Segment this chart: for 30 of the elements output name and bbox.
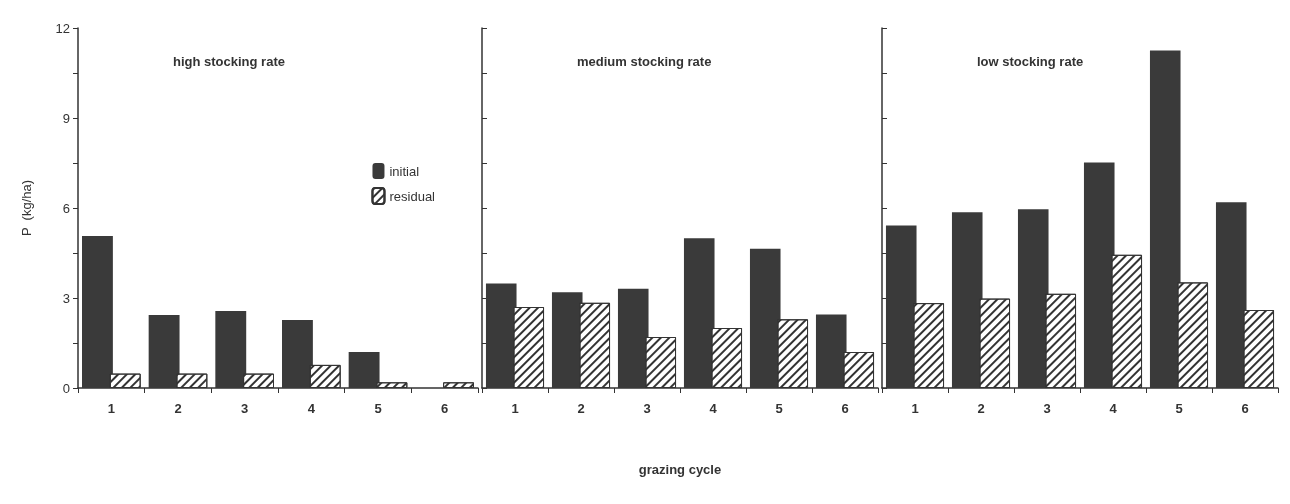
x-tick-label: 6 (1241, 401, 1249, 416)
text: low stocking rate (977, 54, 1084, 69)
x-tick-label: 2 (977, 401, 985, 416)
x-tick-label: 1 (511, 401, 519, 416)
x-tick-label: 6 (441, 401, 449, 416)
y-tick-label: 3 (62, 290, 70, 306)
y-axis-title: P (kg/ha) (19, 179, 34, 237)
x-tick-label: 2 (174, 401, 182, 416)
x-tick-label: 4 (1109, 401, 1118, 416)
x-tick-label: 6 (841, 401, 849, 416)
text: high stocking rate (173, 54, 285, 69)
text: medium stocking rate (577, 54, 712, 69)
y-tick-label: 0 (62, 380, 70, 396)
y-tick-label: 9 (62, 110, 70, 126)
y-tick-label: 6 (62, 200, 70, 216)
x-tick-label: 1 (107, 401, 115, 416)
y-tick-label: 12 (55, 20, 70, 36)
x-tick-label: 3 (241, 401, 249, 416)
x-tick-label: 4 (709, 401, 718, 416)
x-axis-title: grazing cycle (638, 462, 722, 477)
x-tick-label: 5 (775, 401, 783, 416)
x-tick-label: 2 (577, 401, 585, 416)
legend-label: residual (389, 188, 436, 204)
x-tick-label: 3 (643, 401, 651, 416)
x-tick-label: 1 (911, 401, 919, 416)
legend-label: initial (389, 163, 420, 179)
x-tick-label: 5 (374, 401, 382, 416)
x-tick-label: 4 (307, 401, 316, 416)
x-tick-label: 3 (1043, 401, 1051, 416)
x-tick-label: 5 (1175, 401, 1183, 416)
